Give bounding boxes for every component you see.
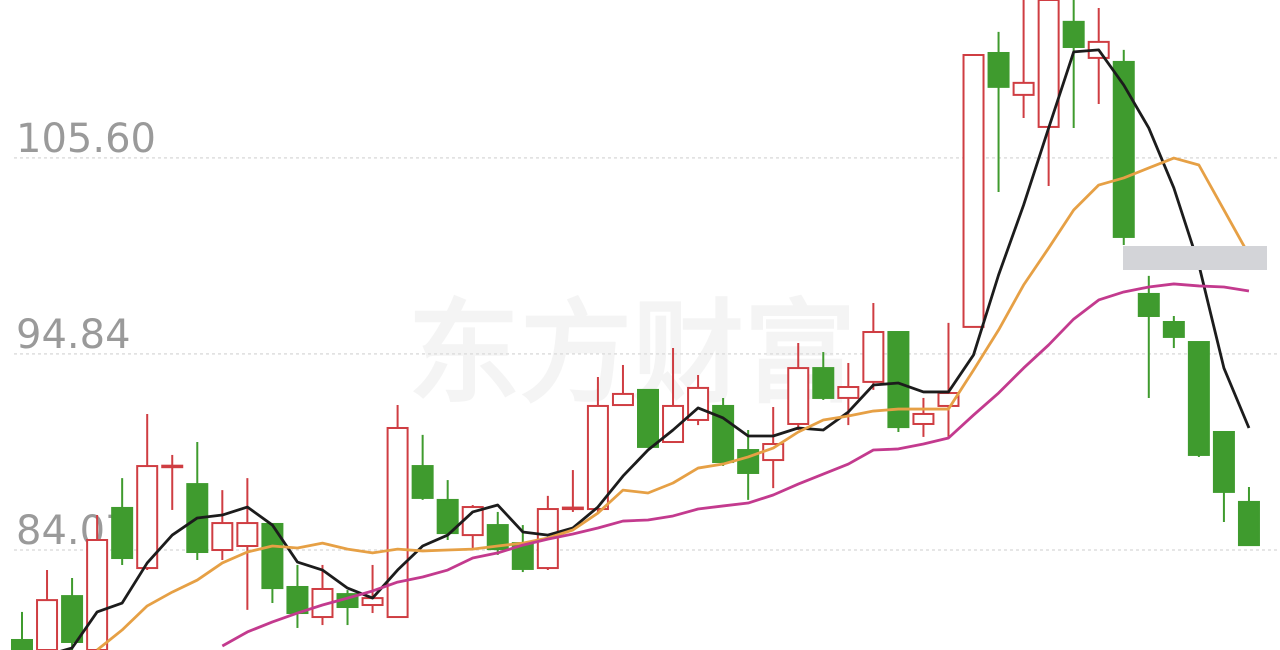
candle-body [1212,430,1235,493]
candle-body [1162,320,1185,338]
candle-body [561,506,584,511]
y-tick-label: 94.84 [16,312,131,358]
candle-body [11,638,33,650]
moving-average-line [59,48,1251,650]
candle-body [586,404,609,511]
candle-body [386,426,409,619]
candle-body [61,595,84,643]
candle-body [862,331,885,383]
candle-body [812,367,835,399]
price-tag [1123,246,1267,270]
candle-body [36,599,59,650]
candle-body [86,538,109,650]
y-tick-label: 105.60 [16,116,156,162]
candle-body [912,412,935,425]
candle-body [436,498,459,535]
candle-body [1012,81,1035,96]
candle-body [637,388,659,448]
candle-body [211,522,234,552]
moving-average-line [96,156,1251,650]
candle-body [236,522,259,548]
candle-body [286,585,309,615]
candle-body [611,392,634,407]
candle-body [887,331,910,429]
candle-body [136,465,159,570]
candle-body [486,524,509,551]
candle-body [962,54,985,328]
candle-body [787,367,810,425]
candle-body [411,465,434,499]
candle-body [1137,292,1160,317]
candle-body [1062,20,1085,48]
moving-average-line [221,282,1250,648]
candle-body [111,506,134,560]
candle-body [161,464,184,469]
candle-body [1237,500,1260,547]
candle-body [1187,341,1210,456]
candle-body [1112,60,1135,238]
candle-body [987,51,1010,88]
candle-body [837,386,860,399]
